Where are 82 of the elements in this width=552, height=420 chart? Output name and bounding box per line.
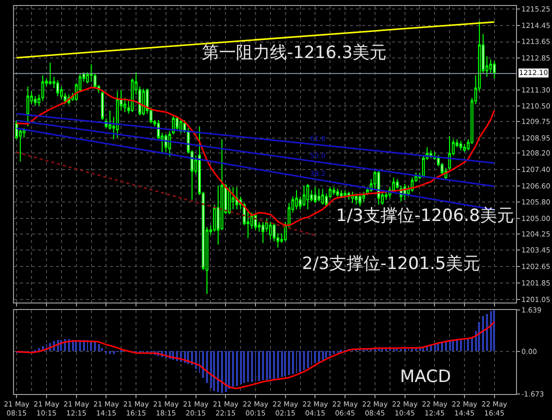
candlestick (354, 192, 358, 206)
bar (318, 351, 320, 362)
bar (292, 351, 294, 374)
bar (228, 351, 230, 390)
candlestick (489, 58, 492, 74)
annotation: 1/3支撑位-1206.8美元 (336, 206, 514, 226)
bar (482, 316, 484, 352)
bar (490, 311, 492, 352)
bar (333, 351, 335, 354)
candlestick (295, 190, 298, 210)
bar (299, 351, 301, 372)
candlestick (176, 116, 179, 132)
bar (262, 351, 264, 380)
candlestick (26, 86, 30, 127)
candlestick (168, 130, 172, 158)
bar (213, 351, 215, 392)
bar (493, 310, 495, 352)
bar (452, 340, 454, 352)
bar (303, 351, 305, 370)
annotation: MACD (400, 367, 451, 387)
bar (325, 351, 327, 358)
bar (195, 351, 197, 370)
candlestick (269, 222, 272, 240)
bar (240, 351, 242, 384)
candlestick (302, 184, 306, 207)
bar (329, 351, 331, 356)
bar (467, 338, 469, 352)
candlestick (318, 188, 320, 202)
bar (98, 344, 100, 352)
candlestick (262, 222, 264, 244)
candlestick (492, 60, 496, 80)
bar (478, 322, 480, 352)
bar (307, 351, 309, 368)
bar (277, 351, 279, 378)
candlestick (306, 183, 310, 210)
bar (273, 351, 275, 380)
bar (269, 351, 271, 380)
bar (281, 351, 283, 378)
bar (460, 339, 462, 352)
bar (266, 351, 268, 380)
candlestick (362, 191, 366, 202)
bar (206, 351, 208, 384)
bar (217, 351, 219, 392)
candlestick (314, 186, 317, 204)
candlestick (232, 186, 234, 210)
bar (322, 351, 324, 360)
bar (251, 351, 253, 382)
bar (210, 351, 212, 388)
bar (284, 351, 286, 376)
candlestick (336, 188, 340, 197)
bar (288, 351, 290, 376)
bar (486, 314, 488, 352)
bar (314, 351, 316, 364)
candlestick (463, 143, 466, 152)
candlestick (332, 186, 336, 196)
bar (101, 348, 103, 352)
line-series (16, 86, 496, 226)
candlestick (321, 188, 324, 206)
bar (109, 351, 111, 354)
candlestick (56, 80, 60, 97)
annotation: 2/3支撑位-1201.5美元 (302, 254, 480, 274)
candlestick (41, 74, 44, 102)
candlestick (344, 190, 346, 199)
bar (471, 338, 473, 352)
line-series (16, 321, 496, 390)
candlestick (116, 90, 119, 138)
candlestick (384, 191, 388, 200)
candlestick (228, 186, 231, 215)
bar (113, 351, 115, 354)
bar (202, 351, 204, 378)
candlestick (48, 62, 52, 86)
candlestick (459, 140, 462, 151)
candlestick (142, 88, 145, 116)
bar (232, 351, 234, 388)
bar (243, 351, 245, 384)
bar (247, 351, 249, 382)
annotation: 第一阻力线-1216.3美元 (202, 43, 387, 63)
bar (221, 351, 223, 394)
bar (236, 351, 238, 386)
candlestick (358, 194, 362, 207)
bar (258, 351, 260, 382)
bar (225, 351, 227, 392)
